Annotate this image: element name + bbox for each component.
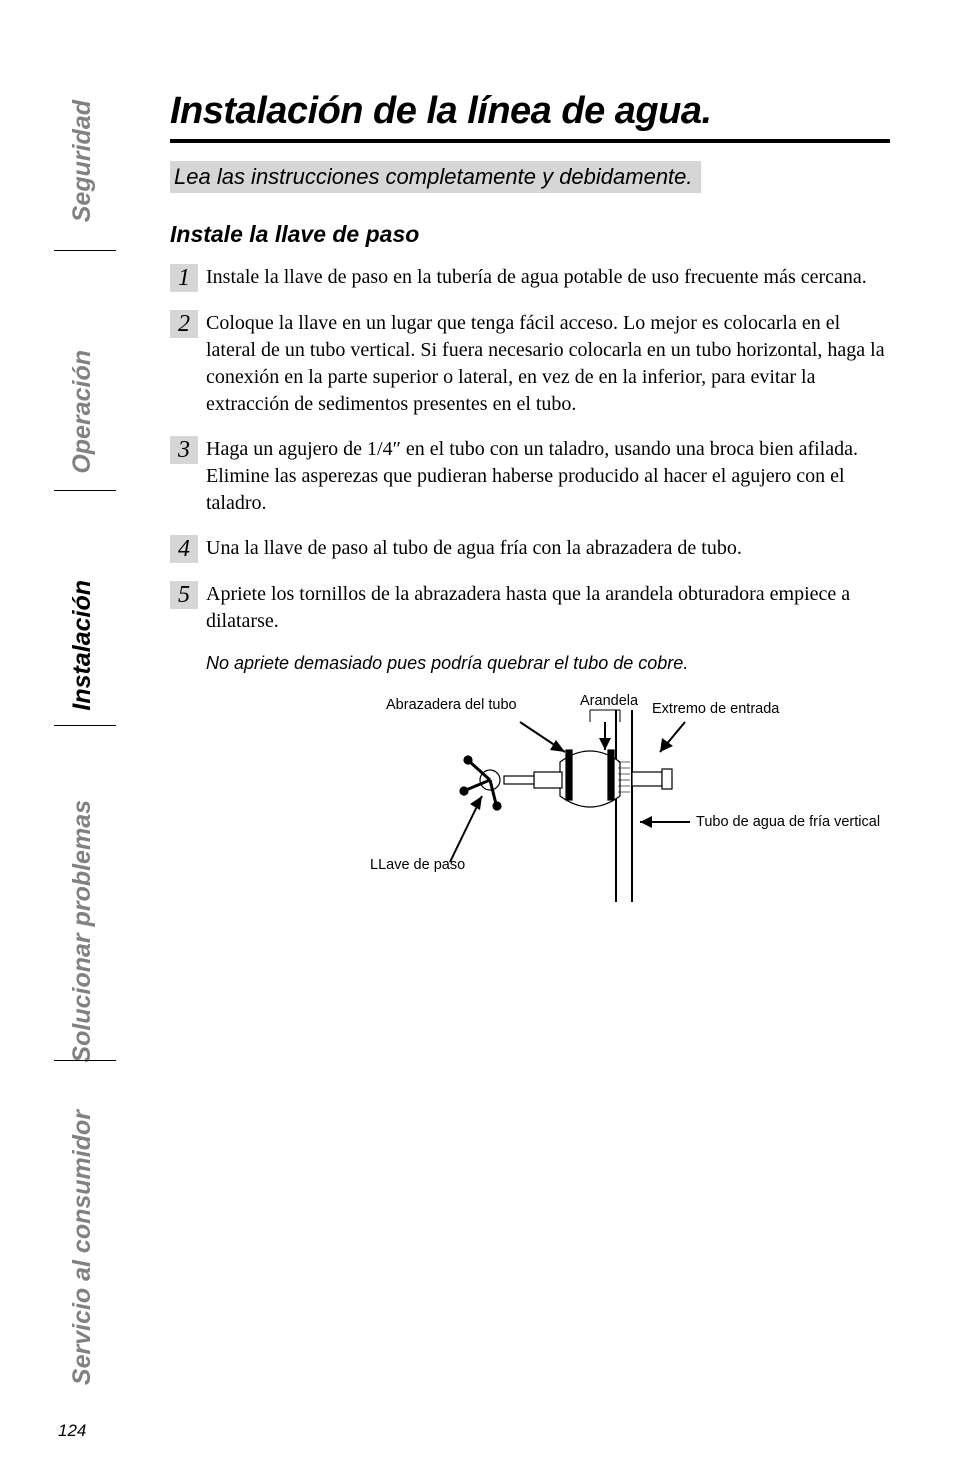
step-5: 5 Apriete los tornillos de la abrazadera… xyxy=(170,581,890,635)
step-text: Apriete los tornillos de la abrazadera h… xyxy=(206,581,890,635)
step-number: 5 xyxy=(170,581,198,609)
step-number: 1 xyxy=(170,264,198,292)
fig-label-valve: LLave de paso xyxy=(370,857,465,873)
step-3: 3 Haga un agujero de 1/4″ en el tubo con… xyxy=(170,436,890,517)
step-2: 2 Coloque la llave en un lugar que tenga… xyxy=(170,310,890,418)
tab-operacion[interactable]: Operación xyxy=(68,350,97,474)
page-title: Instalación de la línea de agua. xyxy=(170,90,890,133)
fig-label-washer: Arandela xyxy=(580,693,638,709)
step-4: 4 Una la llave de paso al tubo de agua f… xyxy=(170,535,890,563)
page-number: 124 xyxy=(58,1421,86,1441)
tab-divider xyxy=(54,250,116,251)
step-number: 2 xyxy=(170,310,198,338)
step-1: 1 Instale la llave de paso en la tubería… xyxy=(170,264,890,292)
tab-divider xyxy=(54,1060,116,1061)
tab-instalacion[interactable]: Instalación xyxy=(68,580,97,711)
side-tabs: Seguridad Operación Instalación Solucion… xyxy=(54,40,116,1380)
tab-servicio[interactable]: Servicio al consumidor xyxy=(68,1110,97,1385)
step-text: Instale la llave de paso en la tubería d… xyxy=(206,264,890,292)
tab-solucionar[interactable]: Solucionar problemas xyxy=(68,800,97,1063)
tab-divider xyxy=(54,490,116,491)
step-number: 4 xyxy=(170,535,198,563)
warning-note: No apriete demasiado pues podría quebrar… xyxy=(206,653,890,674)
step-text: Una la llave de paso al tubo de agua frí… xyxy=(206,535,890,563)
section-heading: Instale la llave de paso xyxy=(170,221,890,248)
valve-diagram-svg xyxy=(290,692,830,912)
step-text: Coloque la llave en un lugar que tenga f… xyxy=(206,310,890,418)
page-subtitle: Lea las instrucciones completamente y de… xyxy=(170,161,701,193)
valve-diagram: Abrazadera del tubo Arandela Extremo de … xyxy=(290,692,830,912)
fig-label-clamp: Abrazadera del tubo xyxy=(386,697,517,713)
step-text: Haga un agujero de 1/4″ en el tubo con u… xyxy=(206,436,890,517)
step-number: 3 xyxy=(170,436,198,464)
tab-seguridad[interactable]: Seguridad xyxy=(68,100,97,222)
title-rule xyxy=(170,139,890,143)
fig-label-coldpipe: Tubo de agua de fría vertical xyxy=(696,814,880,830)
main-content: Instalación de la línea de agua. Lea las… xyxy=(170,90,890,912)
tab-divider xyxy=(54,725,116,726)
fig-label-inlet: Extremo de entrada xyxy=(652,701,779,717)
